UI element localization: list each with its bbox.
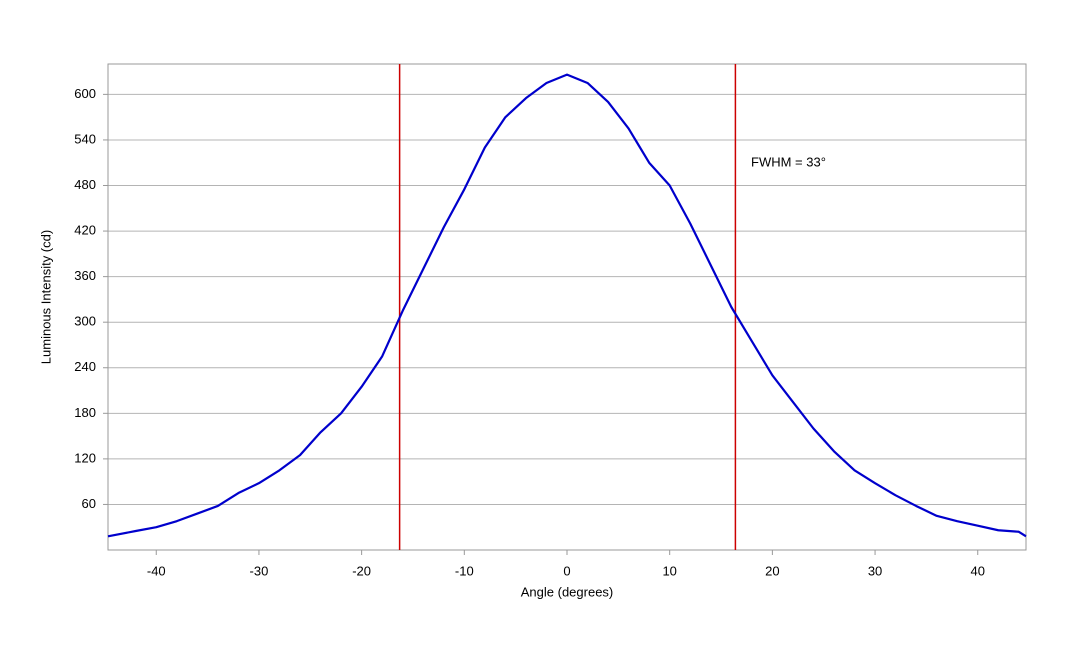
x-axis-label: Angle (degrees) <box>521 584 614 599</box>
y-tick-label: 540 <box>74 131 96 146</box>
x-tick-label: 0 <box>563 563 570 578</box>
y-tick-label: 240 <box>74 359 96 374</box>
annotation: FWHM = 33° <box>751 154 826 169</box>
x-tick-label: 40 <box>971 563 985 578</box>
data-line <box>107 73 1027 538</box>
y-tick-label: 120 <box>74 450 96 465</box>
y-axis-label: Luminous Intensity (cd) <box>38 230 53 364</box>
y-tick-label: 180 <box>74 405 96 420</box>
x-tick-label: 20 <box>765 563 779 578</box>
x-tick-label: 10 <box>662 563 676 578</box>
x-tick-label: -10 <box>455 563 474 578</box>
y-tick-label: 300 <box>74 314 96 329</box>
plot-frame <box>107 63 1027 551</box>
x-tick-label: -30 <box>250 563 269 578</box>
y-tick-label: 600 <box>74 86 96 101</box>
y-tick-label: 420 <box>74 223 96 238</box>
y-tick-label: 60 <box>82 496 96 511</box>
x-tick-label: -20 <box>352 563 371 578</box>
x-tick-label: -40 <box>147 563 166 578</box>
x-tick-label: 30 <box>868 563 882 578</box>
y-tick-label: 480 <box>74 177 96 192</box>
y-tick-label: 360 <box>74 268 96 283</box>
